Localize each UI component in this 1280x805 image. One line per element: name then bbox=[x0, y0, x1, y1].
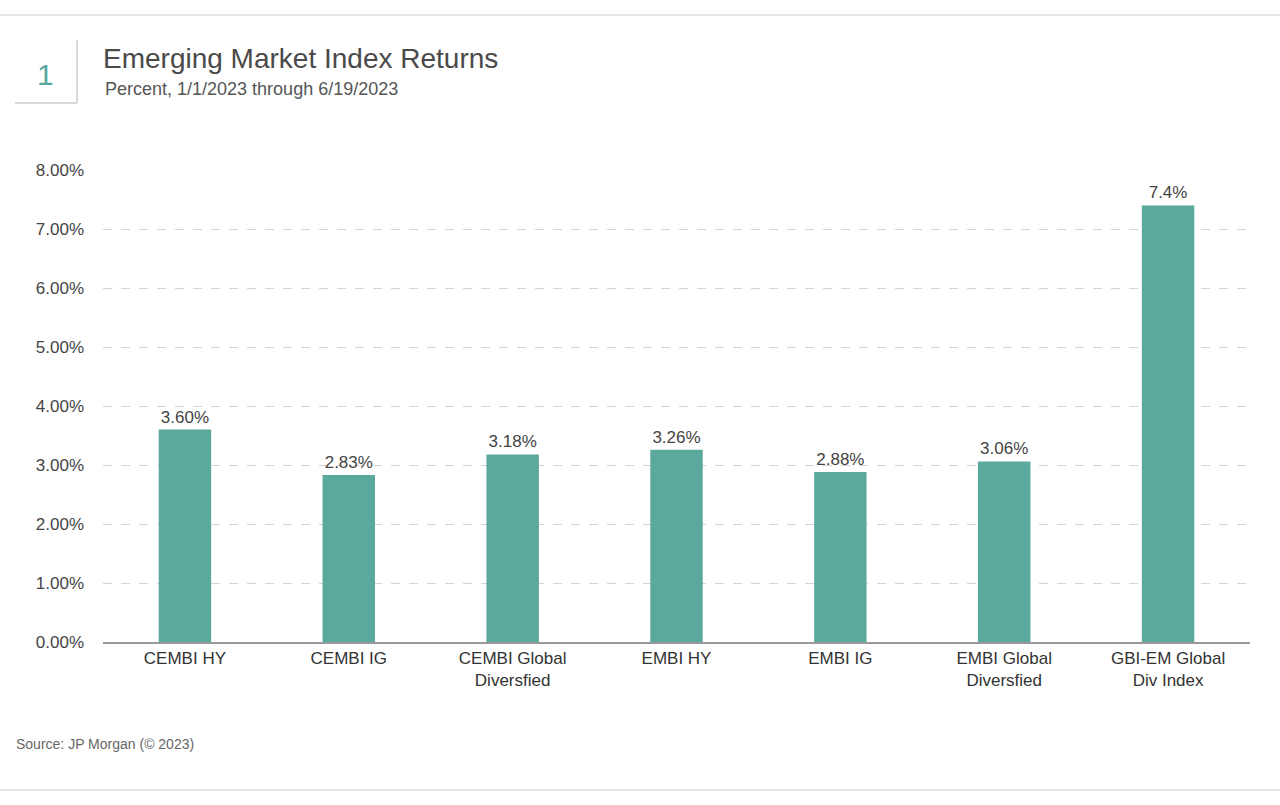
svg-text:CEMBI GlobalDiversfied: CEMBI GlobalDiversfied bbox=[459, 649, 567, 690]
svg-text:Emerging Market Index Returns: Emerging Market Index Returns bbox=[103, 43, 498, 74]
svg-text:7.4%: 7.4% bbox=[1149, 183, 1188, 202]
svg-text:2.00%: 2.00% bbox=[36, 515, 84, 534]
svg-text:EMBI HY: EMBI HY bbox=[642, 649, 712, 668]
svg-text:Percent, 1/1/2023 through 6/19: Percent, 1/1/2023 through 6/19/2023 bbox=[105, 79, 398, 99]
svg-text:3.18%: 3.18% bbox=[489, 432, 537, 451]
svg-text:1: 1 bbox=[37, 58, 54, 91]
svg-text:3.60%: 3.60% bbox=[161, 408, 209, 427]
svg-text:3.00%: 3.00% bbox=[36, 456, 84, 475]
svg-text:0.00%: 0.00% bbox=[36, 633, 84, 652]
svg-text:6.00%: 6.00% bbox=[36, 279, 84, 298]
svg-text:4.00%: 4.00% bbox=[36, 397, 84, 416]
svg-text:1.00%: 1.00% bbox=[36, 574, 84, 593]
svg-text:EMBI IG: EMBI IG bbox=[808, 649, 872, 668]
svg-text:EMBI GlobalDiversfied: EMBI GlobalDiversfied bbox=[956, 649, 1051, 690]
svg-text:3.26%: 3.26% bbox=[652, 428, 700, 447]
svg-text:Source: JP Morgan (© 2023): Source: JP Morgan (© 2023) bbox=[16, 736, 194, 752]
svg-text:7.00%: 7.00% bbox=[36, 220, 84, 239]
svg-text:8.00%: 8.00% bbox=[36, 161, 84, 180]
svg-text:3.06%: 3.06% bbox=[980, 439, 1028, 458]
svg-text:5.00%: 5.00% bbox=[36, 338, 84, 357]
svg-text:CEMBI HY: CEMBI HY bbox=[144, 649, 226, 668]
svg-text:GBI-EM GlobalDiv Index: GBI-EM GlobalDiv Index bbox=[1111, 649, 1225, 690]
svg-text:2.88%: 2.88% bbox=[816, 450, 864, 469]
svg-text:CEMBI IG: CEMBI IG bbox=[311, 649, 388, 668]
svg-text:2.83%: 2.83% bbox=[325, 453, 373, 472]
